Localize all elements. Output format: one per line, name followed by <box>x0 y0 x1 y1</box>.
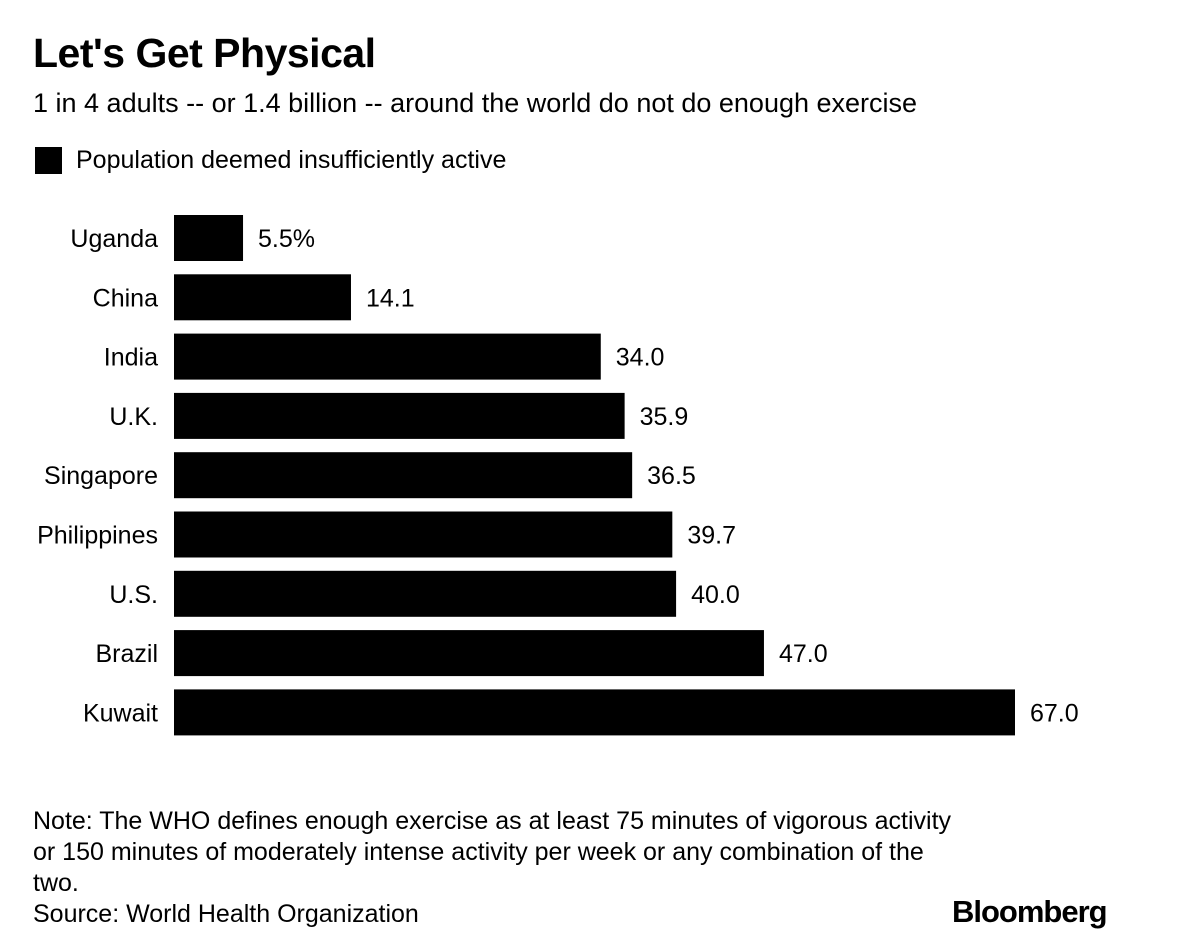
bar-china <box>174 274 351 321</box>
bar-chart: Uganda 5.5% China 14.1 India 34.0 U.K. 35.9 Sing… <box>37 215 1079 736</box>
category-label: Brazil <box>95 640 158 668</box>
legend-label: Population deemed insufficiently active <box>76 146 507 174</box>
chart-source: Source: World Health Organization <box>33 900 419 928</box>
category-label: Singapore <box>44 462 158 490</box>
value-label: 40.0 <box>691 581 740 609</box>
value-label: 36.5 <box>647 462 696 490</box>
chart-subtitle: 1 in 4 adults -- or 1.4 billion -- aroun… <box>33 88 918 118</box>
value-label: 67.0 <box>1030 699 1079 727</box>
value-label: 14.1 <box>366 284 415 312</box>
category-label: U.S. <box>109 581 158 609</box>
category-label: Philippines <box>37 522 158 550</box>
value-label: 35.9 <box>640 403 689 431</box>
value-label: 34.0 <box>616 344 665 372</box>
bar-uganda <box>174 215 244 261</box>
category-label: India <box>104 344 158 372</box>
legend: Population deemed insufficiently active <box>35 146 506 175</box>
chart-title: Let's Get Physical <box>33 30 376 76</box>
value-label: 5.5% <box>258 225 315 253</box>
category-label: Kuwait <box>83 699 158 727</box>
category-label: China <box>93 284 158 312</box>
legend-swatch <box>35 147 62 174</box>
bar-singapore <box>174 452 633 499</box>
chart-note: Note: The WHO defines enough exercise as… <box>33 807 952 897</box>
bar-philippines <box>174 511 673 558</box>
bar-u-s <box>174 570 677 617</box>
bloomberg-logo: Bloomberg <box>952 894 1108 929</box>
category-label: Uganda <box>70 225 158 253</box>
value-label: 47.0 <box>779 640 828 668</box>
bar-u-k <box>174 392 625 439</box>
category-label: U.K. <box>109 403 158 431</box>
bar-kuwait <box>174 689 1015 736</box>
bar-brazil <box>174 630 764 677</box>
bar-india <box>174 333 601 380</box>
value-label: 39.7 <box>687 522 736 550</box>
